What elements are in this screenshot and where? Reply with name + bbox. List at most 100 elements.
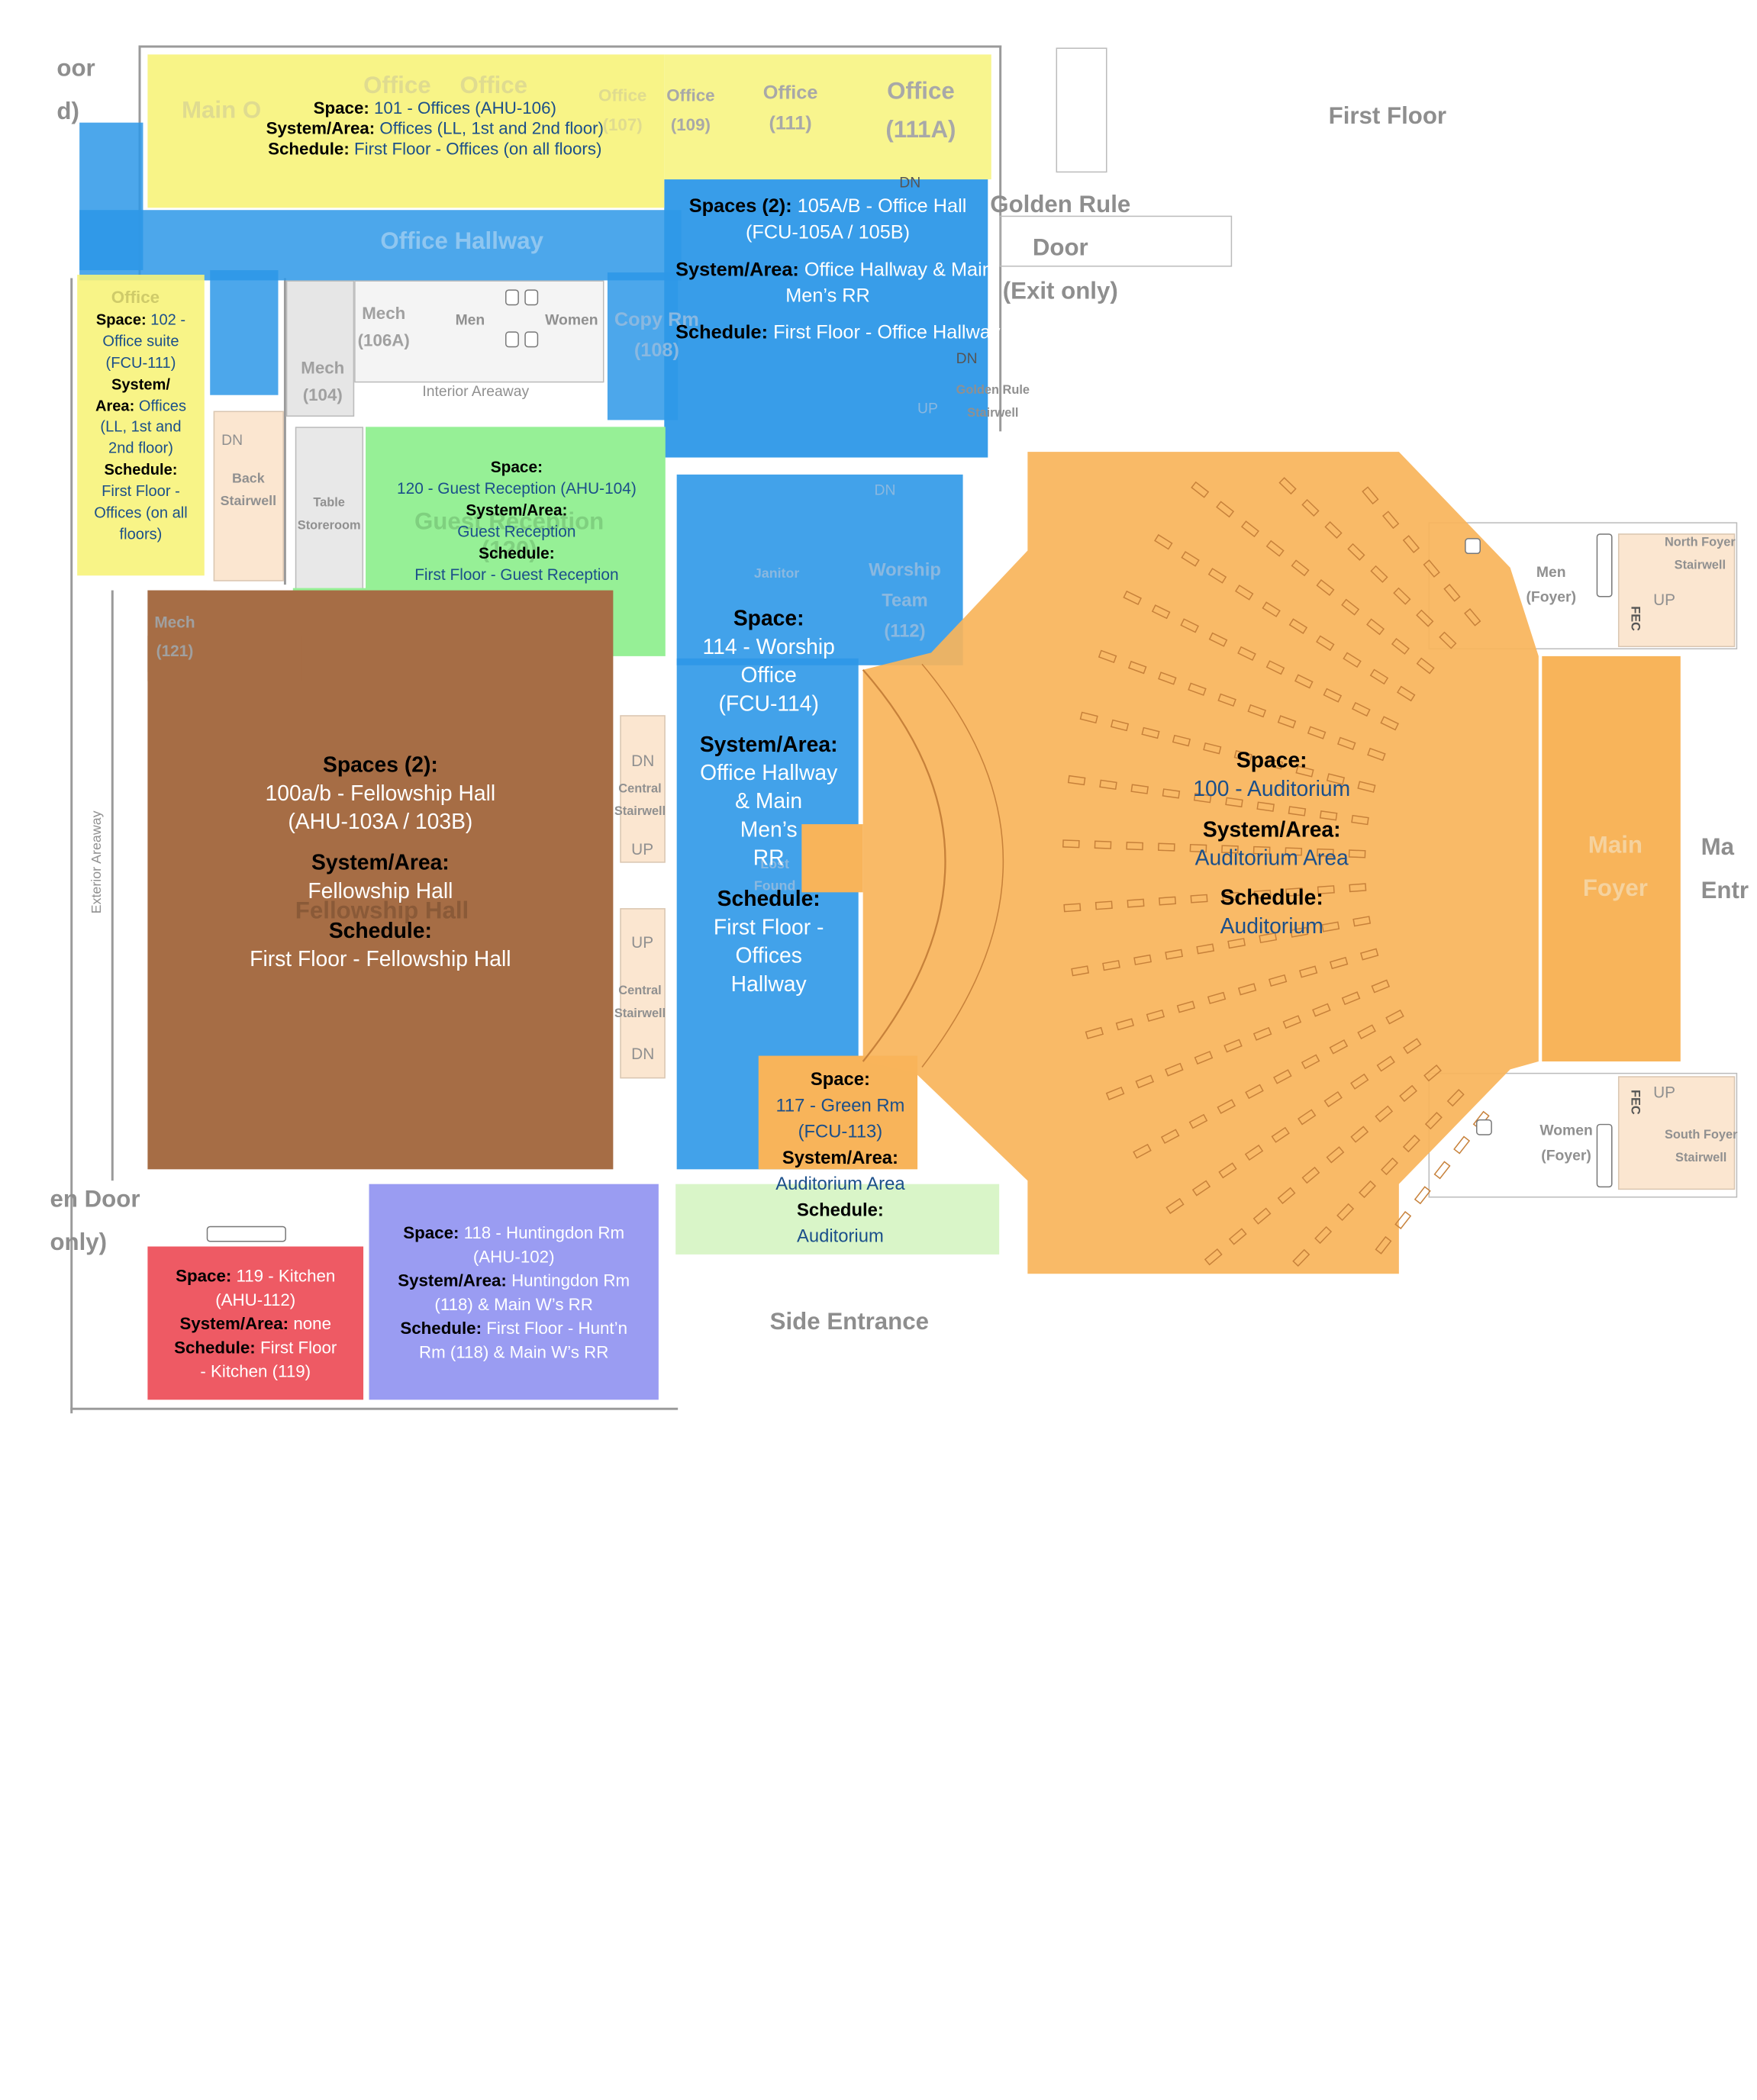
auditorium-seat (1317, 885, 1335, 895)
auditorium-drawing (801, 452, 1539, 1274)
janitor-label: Janitor (753, 565, 800, 581)
auditorium-seat (1094, 840, 1112, 849)
north-foyer-stairwell-label: North Foyer Stairwell (1664, 536, 1736, 572)
zone-label-key: System/Area: (311, 851, 450, 875)
auditorium-seat (1223, 1039, 1243, 1053)
stair-up-marker: UP (1653, 590, 1676, 609)
auditorium-seat (1225, 797, 1243, 808)
auditorium-seat (1375, 1105, 1394, 1122)
central-stairwell-upper (620, 715, 666, 863)
zone-label-value: Fellowship Hall (308, 879, 453, 903)
auditorium-seat (1347, 543, 1365, 561)
south-foyer-stair (1617, 1076, 1736, 1190)
auditorium-stage-notch (801, 824, 863, 893)
zone-huntingdon-118 (369, 1184, 659, 1400)
auditorium-seat (1402, 535, 1420, 553)
zone-label-line: 100 - Auditorium (1147, 775, 1397, 804)
zone-label-value: Offices (138, 397, 187, 414)
auditorium-seat (1165, 949, 1184, 960)
zone-label-line: (LL, 1st and (79, 417, 202, 439)
zone-label-value: 105A/B - Office Hall (797, 195, 967, 217)
auditorium-seat (1360, 948, 1379, 961)
fire-extinguisher-cabinet: FEC (1628, 606, 1643, 631)
auditorium-seat (1321, 921, 1340, 932)
auditorium-seat (1424, 1112, 1443, 1130)
auditorium-seat (1115, 1018, 1135, 1031)
auditorium-seat (1233, 750, 1252, 762)
zone-label-key: Space: (810, 1070, 870, 1090)
zone-label-line: System/ (79, 374, 202, 395)
auditorium-seat (1271, 1126, 1290, 1143)
auditorium-seat (1369, 668, 1389, 685)
zone-label-line: Offices (679, 942, 859, 970)
kitchen-door-label: en Door only) (50, 1186, 140, 1256)
fellowship-hall-ghost: Fellowship Hall (295, 897, 469, 924)
mech-121-label: Mech (121) (154, 613, 195, 660)
zone-kitchen-119 (147, 1246, 364, 1400)
zone-label-line: Schedule: (79, 460, 202, 482)
golden-rule-door-label: Golden Rule Door (Exit only) (990, 192, 1131, 304)
zone-label-value: Office suite (102, 332, 179, 350)
auditorium-seat (1307, 726, 1327, 739)
zone-label-value: Auditorium Area (775, 1174, 905, 1195)
auditorium-seat (1127, 660, 1147, 675)
zone-label-line: (118) & Main W’s RR (375, 1293, 653, 1316)
auditorium-seat (1370, 565, 1388, 583)
zone-label-line: System/Area: none (150, 1312, 361, 1336)
zone-label-line: & Main (679, 788, 859, 816)
office-109-label: Office (109) (666, 86, 715, 135)
zone-label-value: 119 - Kitchen (236, 1267, 336, 1287)
auditorium-seat (1323, 688, 1343, 703)
auditorium-seat (1235, 585, 1254, 601)
zone-label-value: Office (740, 664, 797, 688)
auditorium-seat (1110, 719, 1130, 732)
auditorium-seat (1256, 801, 1275, 812)
exterior-areaway-label: Exterior Areaway (88, 810, 105, 914)
zone-label-line: Offices (on all (79, 503, 202, 524)
zone-label-key: Schedule: (675, 321, 774, 343)
auditorium-seat (1237, 983, 1257, 996)
zone-label-value: 114 - Worship (702, 636, 835, 660)
zone-label-key: System/Area: (266, 119, 380, 139)
auditorium-seat (1443, 583, 1461, 602)
zone-label-key: Schedule: (328, 920, 432, 944)
auditorium-seat (1381, 1157, 1398, 1176)
mech-104-label: Mech (104) (301, 359, 345, 406)
auditorium-seat (1188, 1113, 1208, 1129)
zone-label-value: First Floor (260, 1338, 337, 1358)
auditorium-seat (1316, 579, 1335, 597)
zone-label-value: First Floor - Offices (on all floors) (353, 139, 602, 159)
zone-label-value: Guest Reception (457, 522, 576, 541)
stair-up-marker: UP (917, 399, 938, 417)
auditorium-seat (1341, 991, 1361, 1006)
auditorium-seat (1063, 903, 1082, 913)
auditorium-seat (1203, 742, 1222, 755)
auditorium-seat (1439, 631, 1457, 649)
zone-label-line: System/Area: Huntingdon Rm (375, 1269, 653, 1293)
auditorium-seat (1423, 559, 1440, 578)
auditorium-seat (1399, 1084, 1417, 1103)
zone-label-line: floors) (79, 524, 202, 546)
zone-label-line: Office (679, 662, 859, 691)
auditorium-seat (1252, 845, 1271, 855)
zone-label-line: Auditorium Area (1147, 844, 1397, 872)
zone-label-line: Area: Offices (79, 396, 202, 417)
toilet-fixture (505, 331, 519, 348)
zone-label-value: - Kitchen (119) (200, 1362, 311, 1382)
auditorium-seat (1288, 806, 1307, 816)
zone-label-line: (FCU-113) (754, 1119, 927, 1145)
auditorium-seat (1252, 1026, 1272, 1041)
zone-label-line: Men’s RR (675, 282, 980, 308)
zone-label-line: Space: 102 - (79, 310, 202, 331)
zone-label-value: (FCU-105A / 105B) (746, 221, 911, 243)
auditorium-seat (1099, 779, 1117, 791)
office-label: Office (459, 72, 528, 99)
men-restroom-room (354, 280, 604, 383)
zone-label-line: 100a/b - Fellowship Hall (182, 780, 579, 808)
interior-wall-mid (283, 278, 286, 585)
zone-label-line: Schedule: (1147, 884, 1397, 913)
auditorium-seat (1414, 1186, 1431, 1205)
stair-up-marker: UP (631, 839, 654, 858)
auditorium-seat (1423, 1064, 1442, 1082)
women-label: Women (545, 311, 598, 328)
